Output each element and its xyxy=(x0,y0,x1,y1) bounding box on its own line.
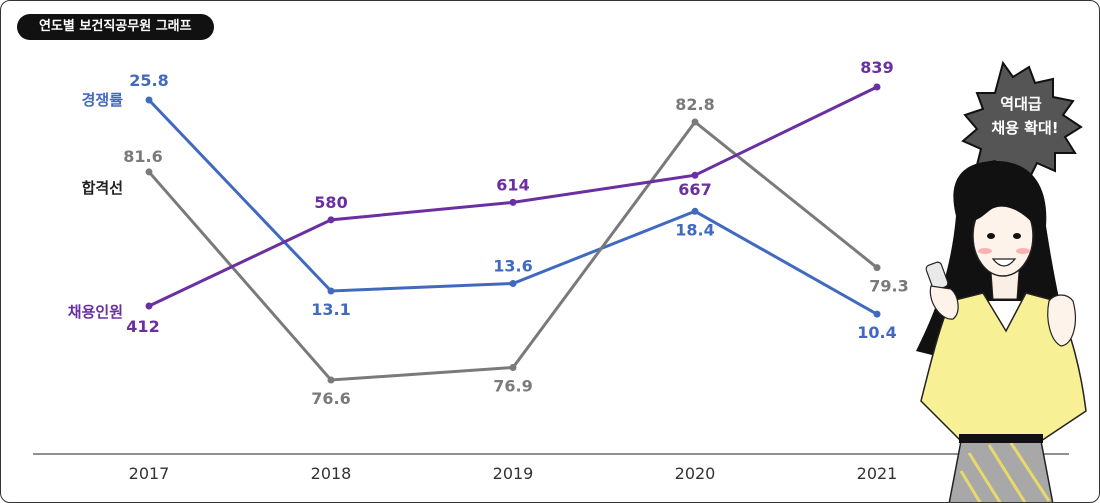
data-point xyxy=(509,364,517,372)
x-tick-label: 2020 xyxy=(675,464,716,483)
data-point xyxy=(691,171,699,179)
x-axis-ticks: 2017 2018 2019 2020 2021 xyxy=(129,464,898,483)
left-blush xyxy=(978,248,992,254)
skirt-shape xyxy=(948,440,1054,502)
data-label: 76.6 xyxy=(311,389,350,408)
data-point xyxy=(509,279,517,287)
burst-badge: 역대급 채용 확대! xyxy=(961,60,1083,181)
data-point xyxy=(873,310,881,318)
legend-label: 경쟁률 xyxy=(82,91,124,109)
data-point xyxy=(509,198,517,206)
data-label: 82.8 xyxy=(675,95,714,114)
data-label: 13.1 xyxy=(311,300,350,319)
data-label: 13.6 xyxy=(493,256,532,275)
data-point xyxy=(145,302,153,310)
data-label: 10.4 xyxy=(857,323,896,342)
data-point xyxy=(145,168,153,176)
legend-label: 채용인원 xyxy=(68,303,123,321)
data-point xyxy=(691,207,699,215)
x-tick-label: 2018 xyxy=(311,464,352,483)
data-label: 18.4 xyxy=(675,220,714,239)
x-tick-label: 2021 xyxy=(857,464,898,483)
data-point xyxy=(873,264,881,272)
data-point xyxy=(691,118,699,126)
data-label: 667 xyxy=(678,180,711,199)
burst-shape xyxy=(961,60,1083,181)
data-label: 614 xyxy=(496,175,529,194)
data-label: 412 xyxy=(126,317,159,336)
left-hand xyxy=(929,285,959,320)
chart-title: 연도별 보건직공무원 그래프 xyxy=(17,14,214,40)
legend-label: 합격선 xyxy=(82,179,123,197)
data-label: 79.3 xyxy=(869,277,908,296)
series-points xyxy=(145,83,881,384)
data-labels: 25.8 13.1 13.6 18.4 10.4 81.6 76.6 76.9 82.8 79.3… xyxy=(123,58,908,408)
badge-line-2: 채용 확대! xyxy=(991,119,1058,137)
series-lines xyxy=(147,85,878,382)
data-point xyxy=(327,376,335,384)
skirt-stripes xyxy=(959,442,1051,502)
data-point xyxy=(327,287,335,295)
left-eye xyxy=(987,233,995,239)
data-point xyxy=(873,83,881,91)
data-label: 580 xyxy=(314,193,347,212)
data-label: 839 xyxy=(860,58,893,77)
mouth-shape xyxy=(991,258,1017,267)
data-label: 76.9 xyxy=(493,377,532,396)
x-tick-label: 2019 xyxy=(493,464,534,483)
data-label: 81.6 xyxy=(123,147,162,166)
badge-line-1: 역대급 xyxy=(1000,95,1042,113)
x-tick-label: 2017 xyxy=(129,464,170,483)
belt-shape xyxy=(959,434,1043,443)
right-hand xyxy=(1047,294,1076,347)
data-point xyxy=(327,216,335,224)
data-label: 25.8 xyxy=(129,71,168,90)
right-eye xyxy=(1013,233,1021,239)
woman-illustration xyxy=(916,161,1087,502)
bangs-shape xyxy=(971,186,1035,226)
data-point xyxy=(145,96,153,104)
right-blush xyxy=(1016,248,1030,254)
